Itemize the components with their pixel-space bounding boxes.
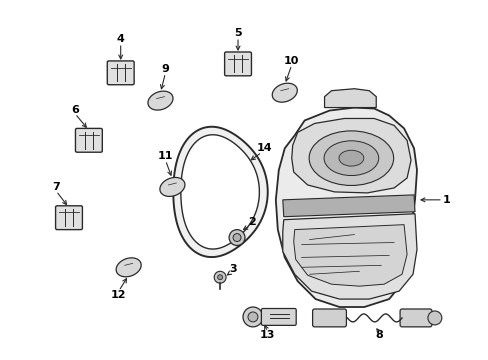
Ellipse shape bbox=[324, 141, 378, 176]
FancyBboxPatch shape bbox=[261, 309, 296, 325]
Ellipse shape bbox=[308, 131, 393, 185]
Circle shape bbox=[243, 307, 263, 327]
Text: 4: 4 bbox=[117, 34, 124, 44]
Polygon shape bbox=[160, 177, 184, 197]
Circle shape bbox=[228, 230, 244, 246]
Circle shape bbox=[427, 311, 441, 325]
Polygon shape bbox=[291, 118, 410, 193]
FancyBboxPatch shape bbox=[107, 61, 134, 85]
Text: 6: 6 bbox=[71, 104, 79, 114]
Text: 8: 8 bbox=[375, 330, 382, 340]
FancyBboxPatch shape bbox=[224, 52, 251, 76]
Ellipse shape bbox=[338, 150, 363, 166]
Polygon shape bbox=[293, 225, 406, 286]
Polygon shape bbox=[116, 258, 141, 277]
Polygon shape bbox=[173, 127, 267, 257]
FancyBboxPatch shape bbox=[56, 206, 82, 230]
Text: 3: 3 bbox=[229, 264, 236, 274]
Polygon shape bbox=[272, 83, 297, 102]
Text: 13: 13 bbox=[260, 330, 275, 340]
Text: 12: 12 bbox=[111, 290, 126, 300]
Text: 10: 10 bbox=[284, 56, 299, 66]
Text: 1: 1 bbox=[442, 195, 450, 205]
Polygon shape bbox=[148, 91, 173, 110]
Polygon shape bbox=[275, 108, 416, 307]
Circle shape bbox=[233, 234, 241, 242]
FancyBboxPatch shape bbox=[399, 309, 431, 327]
Polygon shape bbox=[282, 195, 414, 217]
Text: 9: 9 bbox=[161, 64, 169, 74]
Text: 5: 5 bbox=[234, 28, 242, 38]
Circle shape bbox=[214, 271, 225, 283]
Polygon shape bbox=[181, 135, 259, 249]
Polygon shape bbox=[324, 89, 375, 108]
FancyBboxPatch shape bbox=[312, 309, 346, 327]
Polygon shape bbox=[282, 214, 416, 299]
Text: 2: 2 bbox=[247, 217, 255, 227]
Circle shape bbox=[217, 275, 222, 280]
Text: 11: 11 bbox=[157, 151, 173, 161]
Text: 14: 14 bbox=[257, 143, 272, 153]
Circle shape bbox=[247, 312, 257, 322]
FancyBboxPatch shape bbox=[75, 129, 102, 152]
Text: 7: 7 bbox=[52, 182, 60, 192]
